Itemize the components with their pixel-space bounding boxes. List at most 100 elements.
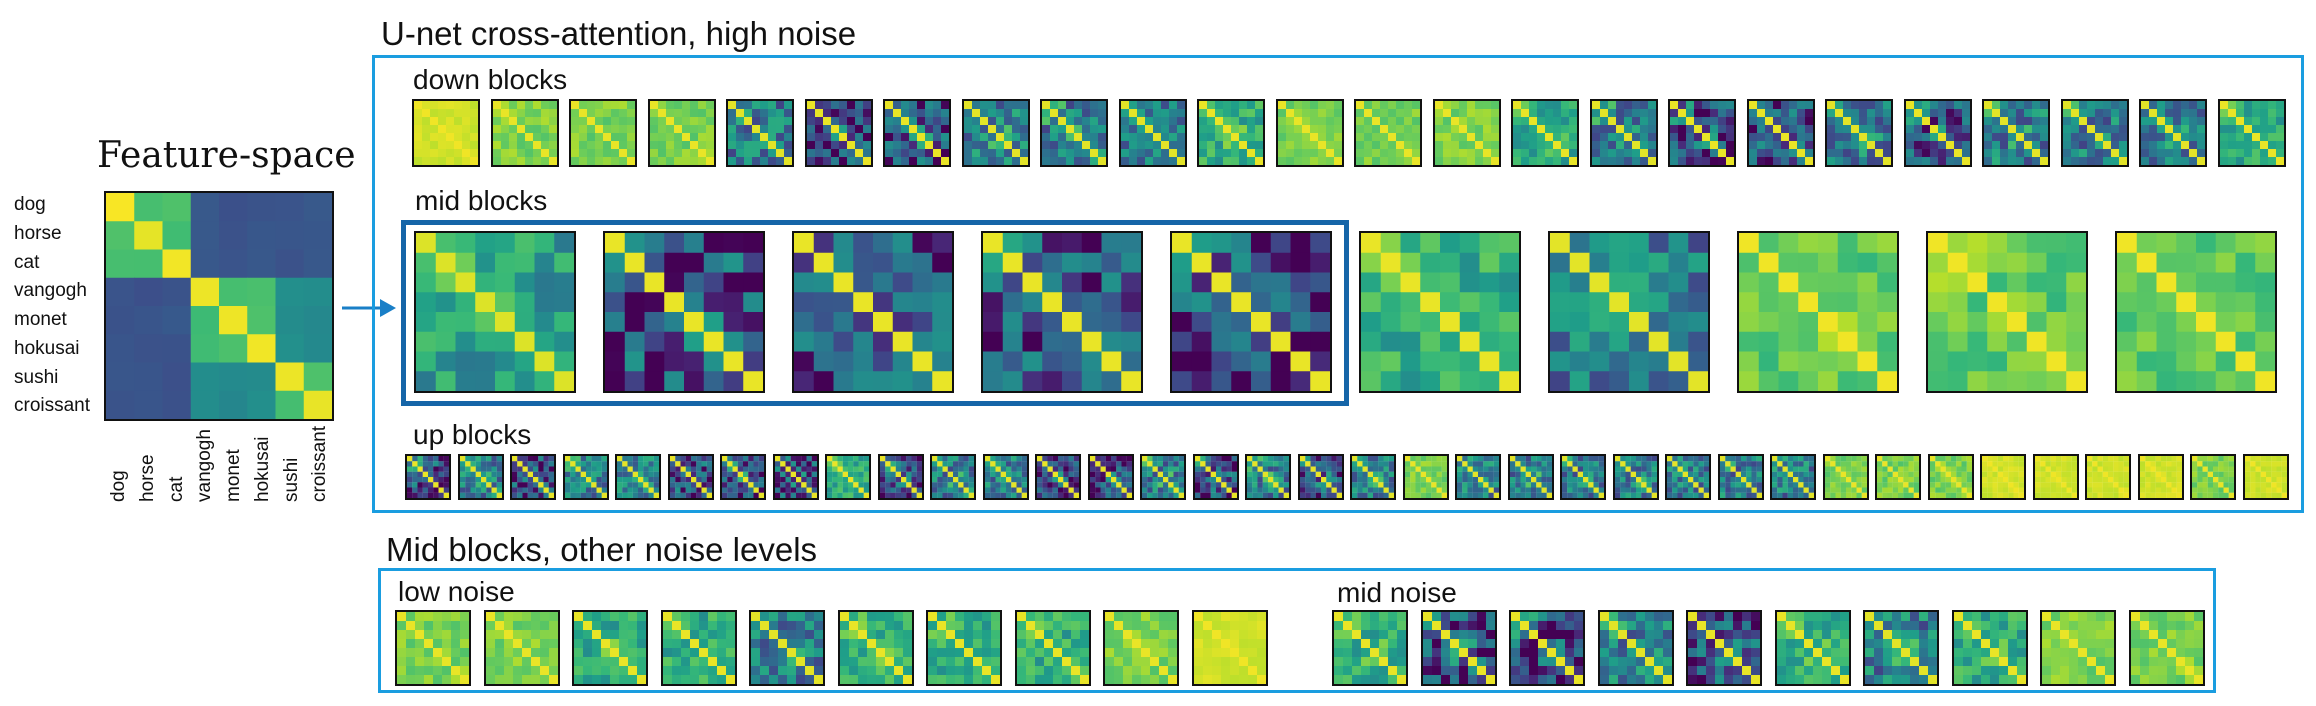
matrix-cell xyxy=(932,252,952,273)
matrix-cell xyxy=(1835,133,1844,142)
matrix-cell xyxy=(1101,371,1122,391)
matrix-cell xyxy=(1730,461,1736,467)
matrix-cell xyxy=(548,639,558,649)
matrix-cell xyxy=(1739,351,1760,372)
matrix-cell xyxy=(1867,125,1876,134)
matrix-cell xyxy=(932,471,938,478)
matrix-cell xyxy=(728,125,737,134)
matrix-cell xyxy=(1593,487,1599,493)
matrix-cell xyxy=(470,141,478,150)
matrix-cell xyxy=(680,471,686,478)
matrix-cell xyxy=(2008,141,2017,150)
matrix-cell xyxy=(2202,461,2208,467)
matrix-cell xyxy=(1301,117,1310,126)
matrix-cell xyxy=(596,482,602,488)
matrix-cell xyxy=(1778,371,1799,391)
matrix-cell xyxy=(619,639,629,649)
matrix-cell xyxy=(1726,109,1734,118)
matrix-cell xyxy=(1961,492,1967,498)
matrix-cell xyxy=(1966,466,1972,472)
matrix-cell xyxy=(1961,487,1967,493)
matrix-cell xyxy=(1357,482,1363,488)
matrix-cell xyxy=(632,477,639,483)
matrix-cell xyxy=(2223,461,2229,467)
matrix-cell xyxy=(1257,487,1263,493)
matrix-cell xyxy=(1220,487,1227,493)
matrix-cell xyxy=(1984,149,1993,158)
matrix-cell xyxy=(1152,477,1158,483)
matrix-cell xyxy=(1892,456,1899,462)
matrix-cell xyxy=(500,157,509,165)
matrix-cell xyxy=(768,117,777,126)
matrix-cell xyxy=(1639,109,1648,118)
matrix-cell xyxy=(794,312,815,333)
matrix-cell xyxy=(475,461,481,467)
matrix-cell xyxy=(776,157,785,165)
matrix-cell xyxy=(1058,466,1064,472)
matrix-cell xyxy=(1947,331,1968,352)
matrix-cell xyxy=(987,117,996,126)
matrix-cell xyxy=(893,612,903,622)
matrix-cell xyxy=(1223,133,1232,142)
matrix-cell xyxy=(2207,461,2214,467)
matrix-cell xyxy=(1120,149,1129,158)
matrix-cell xyxy=(848,621,858,631)
matrix-cell xyxy=(1677,487,1683,493)
matrix-cell xyxy=(2228,466,2234,472)
matrix-cell xyxy=(673,101,682,110)
matrix-cell xyxy=(2102,477,2109,483)
matrix-cell xyxy=(1472,456,1479,462)
matrix-cell xyxy=(669,482,675,488)
matrix-cell xyxy=(1808,477,1814,483)
matrix-cell xyxy=(1372,149,1381,158)
matrix-cell xyxy=(1011,133,1020,142)
matrix-cell xyxy=(2066,492,2072,498)
matrix-cell xyxy=(1514,492,1521,498)
matrix-cell xyxy=(2223,471,2229,478)
matrix-cell xyxy=(1356,125,1365,134)
matrix-cell xyxy=(1157,456,1164,462)
matrix-cell xyxy=(1835,149,1844,158)
matrix-cell xyxy=(1199,456,1206,462)
matrix-cell xyxy=(1434,157,1443,165)
matrix-cell xyxy=(1239,149,1248,158)
matrix-cell xyxy=(2050,477,2056,483)
matrix-cell xyxy=(1331,487,1337,493)
matrix-cell xyxy=(1299,466,1305,472)
matrix-cell xyxy=(1094,487,1101,493)
matrix-cell xyxy=(833,371,854,391)
matrix-cell xyxy=(2144,492,2151,498)
matrix-cell xyxy=(524,141,533,150)
matrix-cell xyxy=(1210,482,1216,488)
matrix-cell xyxy=(1499,331,1519,352)
matrix-cell xyxy=(610,657,620,667)
matrix-cell xyxy=(1615,141,1624,150)
matrix-cell xyxy=(806,461,812,467)
matrix-cell xyxy=(1310,477,1316,483)
matrix-cell xyxy=(830,117,839,126)
matrix-cell xyxy=(2018,461,2024,467)
feature-space-matrix xyxy=(104,191,334,421)
matrix-cell xyxy=(619,648,629,658)
mid-block-heatmap-1 xyxy=(414,231,576,393)
matrix-cell xyxy=(1913,456,1919,462)
matrix-cell xyxy=(1016,482,1022,488)
matrix-cell xyxy=(1257,492,1263,498)
matrix-cell xyxy=(2144,487,2151,493)
matrix-cell xyxy=(653,471,659,478)
matrix-cell xyxy=(1913,125,1922,134)
matrix-cell xyxy=(2157,133,2166,142)
up-block-heatmap-16 xyxy=(1192,454,1239,500)
matrix-cell xyxy=(1325,482,1332,488)
matrix-cell xyxy=(1357,466,1363,472)
matrix-cell xyxy=(1735,487,1741,493)
matrix-cell xyxy=(508,157,517,165)
matrix-cell xyxy=(2034,477,2040,483)
matrix-cell xyxy=(1270,312,1291,333)
matrix-cell xyxy=(1304,482,1311,488)
matrix-cell xyxy=(1623,141,1632,150)
matrix-cell xyxy=(1615,149,1624,158)
matrix-cell xyxy=(1997,456,2004,462)
matrix-cell xyxy=(2118,471,2124,478)
matrix-cell xyxy=(1569,371,1590,391)
